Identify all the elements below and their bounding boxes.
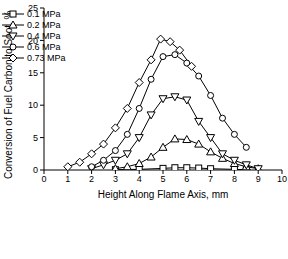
svg-text:15: 15 bbox=[28, 68, 38, 78]
svg-text:5: 5 bbox=[160, 174, 165, 184]
svg-text:0: 0 bbox=[33, 165, 38, 175]
svg-text:0: 0 bbox=[41, 174, 46, 184]
svg-text:8: 8 bbox=[232, 174, 237, 184]
svg-text:Height Along Flame Axis, mm: Height Along Flame Axis, mm bbox=[98, 189, 229, 200]
svg-text:3: 3 bbox=[113, 174, 118, 184]
svg-text:4: 4 bbox=[137, 174, 142, 184]
svg-text:20: 20 bbox=[28, 36, 38, 46]
svg-text:2: 2 bbox=[89, 174, 94, 184]
svg-text:10: 10 bbox=[28, 100, 38, 110]
svg-text:9: 9 bbox=[256, 174, 261, 184]
svg-text:Conversion of Fuel Carbon to S: Conversion of Fuel Carbon to Soot, % bbox=[8, 10, 14, 179]
svg-text:1: 1 bbox=[65, 174, 70, 184]
svg-text:5: 5 bbox=[33, 133, 38, 143]
svg-text:7: 7 bbox=[208, 174, 213, 184]
svg-text:10: 10 bbox=[277, 174, 280, 184]
svg-text:6: 6 bbox=[184, 174, 189, 184]
svg-text:25: 25 bbox=[28, 3, 38, 13]
